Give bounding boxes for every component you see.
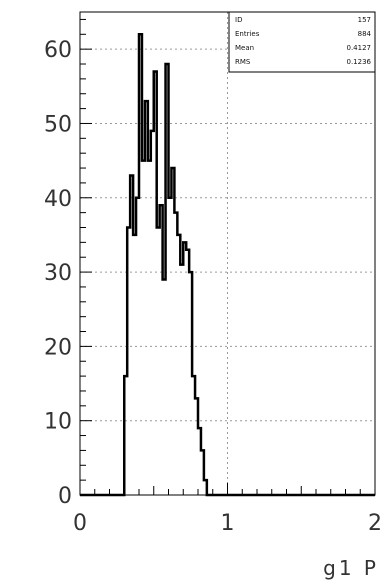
histogram-bin bbox=[180, 265, 183, 495]
stats-box-frame bbox=[228, 11, 376, 73]
histogram-bin bbox=[148, 161, 151, 495]
stats-label: Mean bbox=[235, 44, 254, 52]
histogram-bin bbox=[151, 131, 154, 495]
stats-label: Entries bbox=[235, 30, 260, 38]
x-tick-label: 1 bbox=[221, 511, 235, 536]
stats-value: 0.4127 bbox=[347, 44, 372, 52]
y-axis-tick-labels: 0 10 20 30 40 50 60 bbox=[44, 38, 72, 509]
histogram-bin bbox=[157, 227, 160, 495]
x-axis-title: g1 P bbox=[323, 556, 379, 580]
y-tick-label: 10 bbox=[44, 410, 72, 435]
stats-box: ID 157 Entries 884 Mean 0.4127 RMS 0.1236 bbox=[228, 11, 376, 73]
y-tick-label: 20 bbox=[44, 335, 72, 360]
histogram-bin bbox=[174, 213, 177, 495]
axis-ticks bbox=[79, 18, 376, 496]
histogram-bin bbox=[142, 161, 145, 495]
y-tick-label: 50 bbox=[44, 112, 72, 137]
histogram-bin bbox=[183, 242, 186, 495]
histogram-bin bbox=[186, 250, 189, 495]
histogram-bin bbox=[133, 235, 136, 495]
histogram-bin bbox=[177, 235, 180, 495]
stats-value: 157 bbox=[358, 16, 371, 24]
stats-label: RMS bbox=[235, 58, 251, 66]
x-tick-label: 0 bbox=[73, 511, 87, 536]
y-tick-label: 60 bbox=[44, 38, 72, 63]
y-tick-label: 30 bbox=[44, 261, 72, 286]
stats-value: 884 bbox=[358, 30, 372, 38]
y-tick-label: 40 bbox=[44, 187, 72, 212]
x-axis-tick-labels: 0 1 2 bbox=[73, 511, 382, 536]
histogram-bin bbox=[163, 280, 166, 495]
stats-value: 0.1236 bbox=[347, 58, 372, 66]
stats-label: ID bbox=[235, 16, 242, 24]
histogram-bin bbox=[171, 168, 174, 495]
y-tick-label: 0 bbox=[58, 484, 72, 509]
histogram-line bbox=[80, 33, 375, 497]
x-tick-label: 2 bbox=[368, 511, 382, 536]
